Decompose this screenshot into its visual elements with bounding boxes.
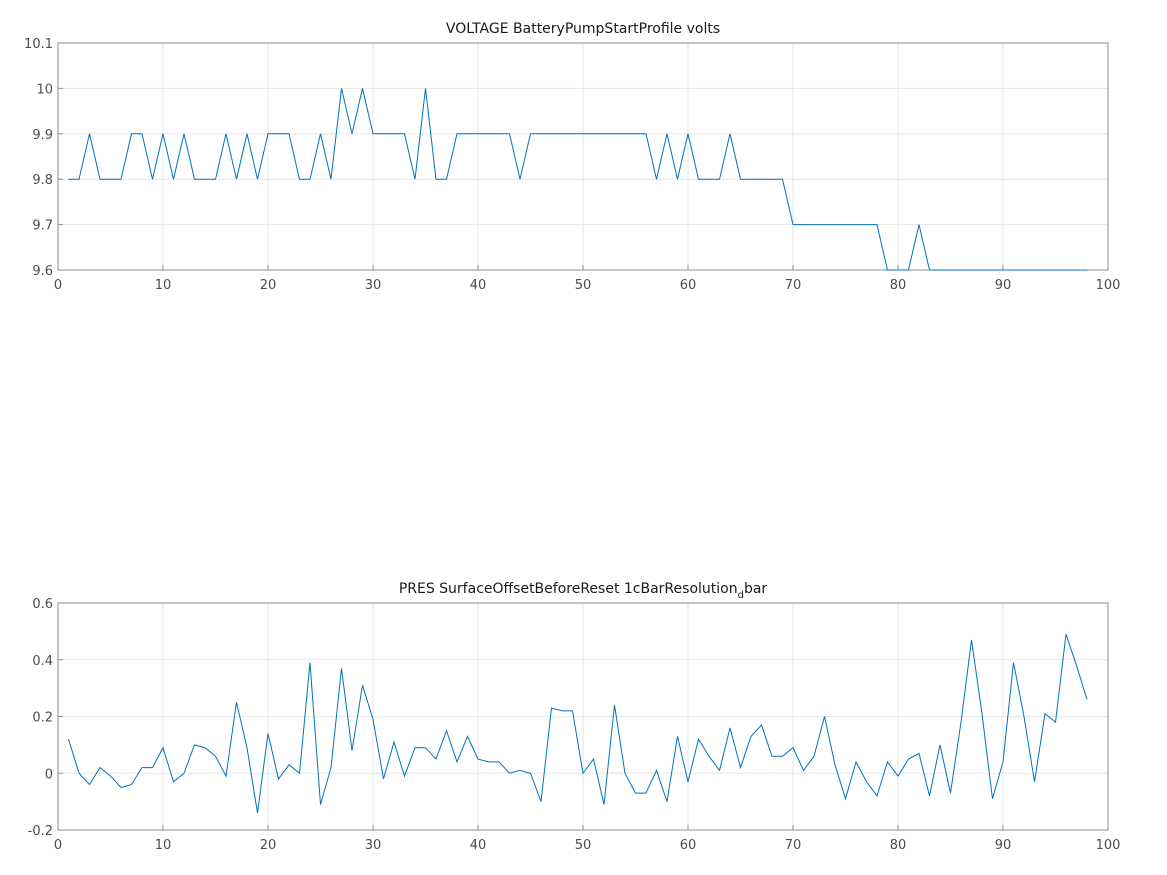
voltage-ytick-label: 9.8 bbox=[32, 173, 53, 188]
pressure-xtick-label: 80 bbox=[890, 838, 907, 853]
pressure-ytick-label: 0.4 bbox=[32, 654, 53, 669]
voltage-xtick-label: 10 bbox=[155, 278, 172, 293]
voltage-ytick-label: 9.7 bbox=[32, 219, 53, 234]
pressure-series-line bbox=[68, 634, 1088, 814]
voltage-xtick-label: 100 bbox=[1096, 278, 1121, 293]
voltage-ticks: 0 10 20 30 40 50 60 70 80 90 100 9.6 9.7 9.8 9.9 10 10.1 bbox=[24, 37, 1120, 293]
pressure-ytick-label: 0.2 bbox=[32, 711, 53, 726]
voltage-ytick-label: 10 bbox=[36, 82, 53, 97]
voltage-xtick-label: 50 bbox=[575, 278, 592, 293]
voltage-xtick-label: 20 bbox=[260, 278, 277, 293]
pressure-xtick-label: 0 bbox=[54, 838, 62, 853]
pressure-axes: 0 10 20 30 40 50 60 70 80 90 100-0.200.20.40.6 PRE… bbox=[28, 581, 1121, 853]
voltage-xtick-label: 0 bbox=[54, 278, 62, 293]
voltage-ytick-label: 9.9 bbox=[32, 128, 53, 143]
pressure-xtick-label: 70 bbox=[785, 838, 802, 853]
voltage-xtick-label: 90 bbox=[995, 278, 1012, 293]
voltage-xtick-label: 30 bbox=[365, 278, 382, 293]
voltage-ytick-label: 9.6 bbox=[32, 264, 53, 279]
pressure-ytick-label: 0.6 bbox=[32, 597, 53, 612]
pressure-xtick-label: 50 bbox=[575, 838, 592, 853]
pressure-xtick-label: 40 bbox=[470, 838, 487, 853]
voltage-xtick-label: 60 bbox=[680, 278, 697, 293]
voltage-xtick-label: 80 bbox=[890, 278, 907, 293]
voltage-series-line bbox=[68, 88, 1087, 271]
pressure-xtick-label: 90 bbox=[995, 838, 1012, 853]
pressure-xtick-label: 100 bbox=[1096, 838, 1121, 853]
pressure-ticks: 0 10 20 30 40 50 60 70 80 90 100-0.200.20.40.6 bbox=[28, 597, 1121, 853]
voltage-xtick-label: 70 bbox=[785, 278, 802, 293]
voltage-axes: 0 10 20 30 40 50 60 70 80 90 100 9.6 9.7 9.8 9.9 10 10.1… bbox=[24, 21, 1120, 293]
voltage-chart-title: VOLTAGE BatteryPumpStartProfile volts bbox=[446, 21, 720, 37]
pressure-xtick-label: 10 bbox=[155, 838, 172, 853]
pressure-ytick-label: -0.2 bbox=[28, 824, 53, 839]
pressure-xtick-label: 60 bbox=[680, 838, 697, 853]
voltage-xtick-label: 40 bbox=[470, 278, 487, 293]
pressure-chart-title: PRES SurfaceOffsetBeforeReset 1cBarResol… bbox=[399, 581, 768, 601]
voltage-ytick-label: 10.1 bbox=[24, 37, 53, 52]
pressure-xtick-label: 20 bbox=[260, 838, 277, 853]
pressure-xtick-label: 30 bbox=[365, 838, 382, 853]
pressure-ytick-label: 0 bbox=[45, 767, 53, 782]
